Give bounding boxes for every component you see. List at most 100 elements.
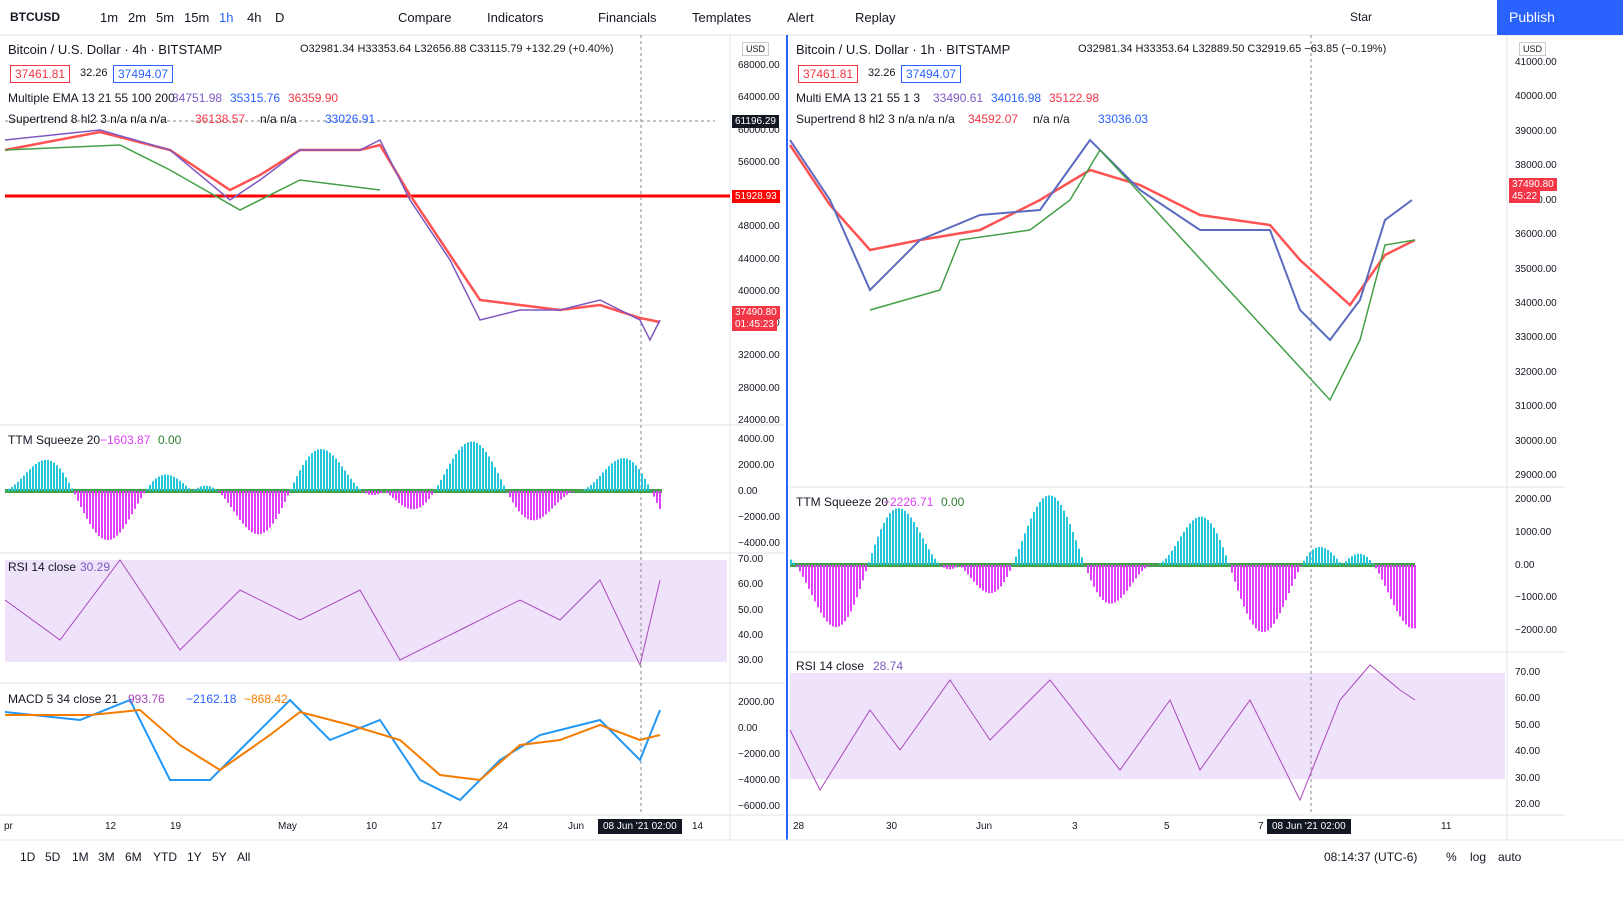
hist-bar bbox=[898, 508, 900, 565]
hist-bar bbox=[1303, 560, 1305, 565]
toolbar-button[interactable]: Compare bbox=[398, 10, 452, 25]
time-axis-label: Jun bbox=[568, 821, 585, 832]
hist-bar bbox=[251, 491, 253, 533]
hist-bar bbox=[1042, 498, 1044, 565]
interval-button[interactable]: 1h bbox=[219, 10, 234, 25]
hist-bar bbox=[1099, 565, 1101, 597]
hist-bar bbox=[838, 565, 840, 627]
rsi-line bbox=[789, 664, 1416, 802]
hist-bar bbox=[1408, 565, 1410, 628]
hist-bar bbox=[224, 491, 226, 499]
hist-bar bbox=[883, 522, 885, 565]
price-axis-label: 70.00 bbox=[738, 554, 764, 565]
hist-bar bbox=[263, 491, 265, 533]
range-button[interactable]: 5D bbox=[45, 850, 61, 864]
hist-bar bbox=[302, 465, 304, 491]
interval-button[interactable]: D bbox=[275, 10, 285, 25]
hist-bar bbox=[1096, 565, 1098, 593]
ema-value: 34016.98 bbox=[991, 91, 1042, 105]
scale-option[interactable]: % bbox=[1446, 850, 1457, 864]
hist-bar bbox=[1195, 518, 1197, 565]
hist-bar bbox=[437, 485, 439, 491]
interval-button[interactable]: 5m bbox=[156, 10, 175, 25]
symbol[interactable]: BTCUSD bbox=[10, 10, 60, 24]
interval-button[interactable]: 2m bbox=[128, 10, 147, 25]
hist-bar bbox=[635, 465, 637, 491]
hist-bar bbox=[179, 480, 181, 491]
price-axis-label: 50.00 bbox=[1515, 719, 1541, 731]
hist-bar bbox=[620, 458, 622, 491]
publish-button[interactable]: Publish bbox=[1509, 9, 1555, 25]
signal-line bbox=[5, 708, 661, 782]
ema-value: 34751.98 bbox=[172, 91, 223, 105]
range-button[interactable]: 5Y bbox=[212, 850, 227, 864]
hist-bar bbox=[1294, 565, 1296, 579]
currency: USD bbox=[1519, 42, 1547, 56]
toolbar-button[interactable]: Indicators bbox=[487, 10, 544, 25]
hist-bar bbox=[889, 513, 891, 565]
toolbar-button[interactable]: Templates bbox=[692, 10, 752, 25]
hist-bar bbox=[389, 491, 391, 496]
price-axis-label: 39000.00 bbox=[1515, 125, 1557, 137]
interval-button[interactable]: 15m bbox=[184, 10, 210, 25]
hist-bar bbox=[1282, 565, 1284, 607]
toolbar-button[interactable]: Alert bbox=[787, 10, 814, 25]
histogram bbox=[5, 441, 1416, 633]
hist-bar bbox=[467, 442, 469, 491]
hist-bar bbox=[1381, 565, 1383, 580]
hist-bar bbox=[539, 491, 541, 519]
hist-bar bbox=[452, 458, 454, 491]
hist-bar bbox=[796, 565, 798, 567]
ema-line bbox=[788, 144, 1416, 307]
hist-bar bbox=[955, 565, 957, 568]
hist-bar bbox=[455, 453, 457, 491]
hist-bar bbox=[913, 521, 915, 565]
interval-button[interactable]: 1m bbox=[100, 10, 119, 25]
hist-bar bbox=[500, 479, 502, 491]
price-axis-label: 41000.00 bbox=[1515, 57, 1557, 68]
hist-bar bbox=[1207, 519, 1209, 565]
price-axis-label: 40000.00 bbox=[738, 285, 780, 297]
hist-bar bbox=[326, 450, 328, 491]
hist-bar bbox=[1045, 496, 1047, 565]
hist-bar bbox=[1054, 497, 1056, 565]
bid: 37461.81 bbox=[10, 65, 71, 83]
hist-bar bbox=[176, 478, 178, 491]
hist-bar bbox=[934, 558, 936, 565]
scale-option[interactable]: auto bbox=[1498, 850, 1522, 864]
price-axis-label: 44000.00 bbox=[738, 253, 780, 265]
hist-bar bbox=[1090, 565, 1092, 581]
range-button[interactable]: 1Y bbox=[187, 850, 202, 864]
hist-bar bbox=[841, 565, 843, 625]
price-axis-label: 38000.00 bbox=[1515, 160, 1557, 172]
hist-bar bbox=[233, 491, 235, 512]
hist-bar bbox=[1243, 565, 1245, 607]
hist-bar bbox=[332, 455, 334, 491]
toolbar-button[interactable]: Replay bbox=[855, 10, 896, 25]
hist-bar bbox=[50, 460, 52, 491]
hist-bar bbox=[1345, 561, 1347, 565]
toolbar-button[interactable]: Financials bbox=[598, 10, 657, 25]
hist-bar bbox=[862, 565, 864, 581]
range-button[interactable]: YTD bbox=[153, 850, 177, 864]
hist-bar bbox=[275, 491, 277, 520]
range-button[interactable]: 1M bbox=[72, 850, 89, 864]
hist-bar bbox=[98, 491, 100, 536]
price-axis-label: 1000.00 bbox=[1515, 526, 1552, 538]
hist-bar bbox=[542, 491, 544, 517]
range-button[interactable]: All bbox=[237, 850, 251, 864]
range-button[interactable]: 3M bbox=[98, 850, 115, 864]
scale-option[interactable]: log bbox=[1470, 850, 1487, 864]
hist-bar bbox=[581, 490, 583, 491]
hist-bar bbox=[266, 491, 268, 531]
price-axis-label: −2000.00 bbox=[1515, 625, 1557, 636]
price-axis-label: 70.00 bbox=[1515, 667, 1541, 678]
interval-button[interactable]: 4h bbox=[247, 10, 262, 25]
star-button[interactable]: Star bbox=[1350, 10, 1373, 24]
hist-bar bbox=[1186, 527, 1188, 565]
hist-bar bbox=[227, 491, 229, 503]
hist-bar bbox=[1192, 520, 1194, 565]
range-button[interactable]: 1D bbox=[20, 850, 36, 864]
price-line bbox=[4, 129, 661, 342]
range-button[interactable]: 6M bbox=[125, 850, 142, 864]
